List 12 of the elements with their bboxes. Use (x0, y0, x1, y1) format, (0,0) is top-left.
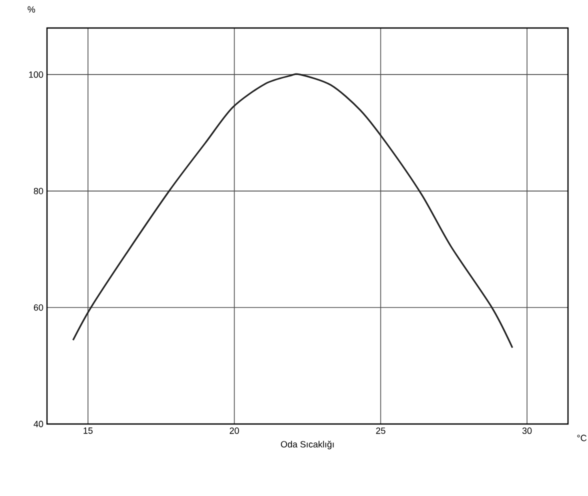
x-tick-label: 15 (84, 428, 93, 434)
y-axis-title: % (28, 6, 36, 13)
y-tick-label: 60 (34, 304, 44, 311)
text: °C (577, 434, 587, 442)
line-series (72, 74, 514, 349)
x-tick-label: 20 (230, 428, 239, 434)
x-tick-label: 25 (376, 428, 386, 434)
y-tick-label: 80 (34, 188, 44, 194)
x-tick-label: 30 (522, 428, 532, 434)
y-tick-label: 100 (29, 71, 44, 78)
y-tick-label: 40 (34, 420, 44, 428)
x-axis-title: Oda Sıcaklığı (280, 440, 334, 450)
